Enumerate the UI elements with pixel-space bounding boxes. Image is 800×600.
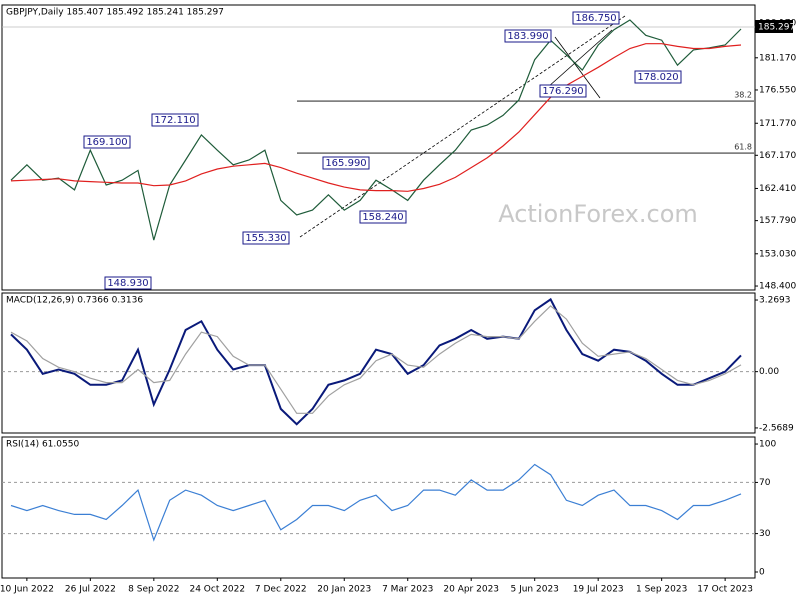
annotation: 172.110 — [154, 115, 195, 126]
annotation-box — [504, 29, 552, 43]
annotation-box — [322, 156, 370, 170]
y-tick-label: 181.170 — [759, 53, 796, 63]
annotation: 158.240 — [362, 212, 403, 223]
y-tick-label: 30 — [759, 529, 771, 539]
y-tick-label: 157.790 — [759, 216, 796, 226]
x-tick-label: 1 Sep 2023 — [636, 585, 687, 595]
y-tick-label: -2.5689 — [759, 423, 794, 433]
x-tick-label: 20 Jan 2023 — [317, 585, 371, 595]
annotation-box — [242, 231, 290, 245]
annotation-box — [572, 11, 620, 25]
annotation: 176.290 — [542, 86, 583, 97]
fib-label: 38.2 — [734, 91, 752, 100]
fib-label: 61.8 — [734, 143, 752, 152]
x-tick-label: 19 Jul 2023 — [573, 585, 624, 595]
y-tick-label: 3.2693 — [759, 296, 791, 306]
annotation: 178.020 — [637, 72, 678, 83]
series-line — [10, 463, 742, 542]
trend-line — [547, 29, 613, 88]
annotation-box — [539, 84, 587, 98]
x-tick-label: 10 Jun 2022 — [0, 585, 54, 595]
y-tick-label: 167.170 — [759, 151, 796, 161]
trend-line — [299, 15, 626, 238]
annotation-box — [104, 276, 152, 290]
series-line — [10, 297, 742, 426]
x-tick-label: 7 Mar 2023 — [382, 585, 433, 595]
y-tick-label: 0.00 — [759, 367, 779, 377]
series-line — [10, 305, 742, 414]
x-tick-label: 20 Apr 2023 — [443, 585, 499, 595]
annotation-box — [359, 210, 407, 224]
last-price-box — [755, 20, 793, 33]
annotation: 155.330 — [245, 233, 286, 244]
x-tick-label: 17 Oct 2023 — [697, 585, 753, 595]
y-tick-label: 176.550 — [759, 85, 796, 95]
panel-frame — [1, 4, 756, 291]
annotation: 183.990 — [507, 31, 548, 42]
y-tick-label: 70 — [759, 478, 771, 488]
y-tick-label: 162.410 — [759, 184, 796, 194]
series-line — [10, 43, 742, 192]
panel-title: MACD(12,26,9) 0.7366 0.3136 — [6, 296, 143, 306]
annotation: 186.750 — [575, 13, 616, 24]
annotation-box — [634, 70, 682, 84]
y-tick-label: 153.030 — [759, 249, 796, 259]
y-tick-label: 100 — [759, 440, 776, 450]
annotation: 165.990 — [325, 158, 366, 169]
annotation: 169.100 — [86, 137, 127, 148]
panel-frame — [1, 436, 756, 579]
annotation-box — [151, 113, 199, 127]
trend-line — [554, 36, 601, 99]
annotation-box — [83, 135, 131, 149]
x-tick-label: 26 Jul 2022 — [65, 585, 116, 595]
x-tick-label: 7 Dec 2022 — [255, 585, 307, 595]
annotation: 148.930 — [107, 278, 148, 289]
x-tick-label: 5 Jun 2023 — [510, 585, 558, 595]
panel-title: RSI(14) 61.0550 — [6, 440, 79, 450]
y-tick-label: 0 — [759, 567, 765, 577]
panel-title: GBPJPY,Daily 185.407 185.492 185.241 185… — [6, 8, 224, 18]
x-tick-label: 8 Sep 2022 — [128, 585, 179, 595]
last-price-label: 185.297 — [758, 23, 795, 33]
watermark: ActionForex.com — [498, 200, 698, 228]
y-tick-label: 171.770 — [759, 119, 796, 129]
series-line — [10, 19, 742, 241]
y-tick-label: 148.400 — [759, 282, 796, 292]
panel-frame — [1, 292, 756, 434]
x-tick-label: 24 Oct 2022 — [189, 585, 245, 595]
